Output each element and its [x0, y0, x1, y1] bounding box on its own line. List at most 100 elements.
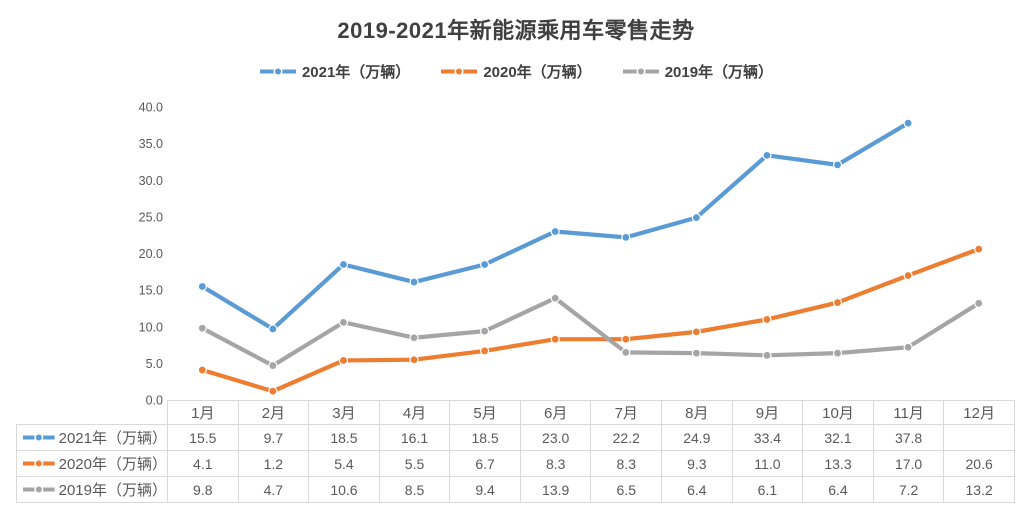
series-marker-2019年（万辆）: [832, 348, 843, 358]
value-cell: 13.2: [943, 476, 1015, 503]
row-header-label: 2020年（万辆）: [58, 456, 167, 473]
series-marker-2021年（万辆）: [268, 324, 278, 334]
legend-key-icon: [22, 485, 55, 494]
value-cell: 37.8: [872, 424, 945, 451]
value-cell: [943, 424, 1015, 451]
legend-item-2021年（万辆）: 2021年（万辆）: [259, 61, 410, 82]
value-cell: 33.4: [731, 424, 804, 451]
value-cell: 8.3: [519, 450, 592, 477]
value-cell: 9.7: [237, 424, 310, 451]
value-cell: 11.0: [731, 450, 804, 477]
series-marker-2019年（万辆）: [268, 360, 278, 371]
series-marker-2021年（万辆）: [832, 160, 843, 170]
series-marker-2021年（万辆）: [621, 232, 631, 242]
series-marker-2020年（万辆）: [480, 346, 490, 356]
month-header-cell: 4月: [378, 400, 451, 425]
value-cell: 5.5: [378, 450, 451, 477]
value-cell: 1.2: [237, 450, 310, 477]
y-axis-tick-label: 5.0: [146, 357, 163, 371]
row-header-cell: 2019年（万辆）: [16, 476, 168, 503]
value-cell: 6.1: [731, 476, 804, 503]
legend-key-icon: [259, 66, 296, 77]
series-line-2021年（万辆）: [200, 121, 911, 332]
value-cell: 6.4: [802, 476, 874, 503]
month-header-cell: 2月: [237, 400, 310, 425]
value-cell: 6.7: [449, 450, 521, 477]
value-cell: 4.7: [237, 476, 310, 503]
month-header-cell: 10月: [802, 400, 874, 425]
month-header-cell: 8月: [661, 400, 733, 425]
series-marker-2020年（万辆）: [974, 244, 984, 254]
series-marker-2020年（万辆）: [197, 365, 207, 375]
legend-item-2020年（万辆）: 2020年（万辆）: [440, 61, 592, 82]
table-row: 2019年（万辆） 9.8 4.7 10.6 8.5 9.4 13.9 6.5 6.4 6.1 6.…: [16, 476, 1015, 503]
series-marker-2021年（万辆）: [691, 213, 701, 223]
y-axis-tick-label: 20.0: [139, 247, 163, 261]
series-marker-2021年（万辆）: [903, 118, 913, 128]
legend-key-icon: [441, 66, 478, 77]
value-cell: 18.5: [308, 424, 380, 451]
value-cell: 18.5: [449, 424, 521, 451]
value-cell: 10.6: [308, 476, 380, 503]
series-marker-2019年（万辆）: [691, 348, 701, 358]
y-axis-tick-label: 35.0: [139, 137, 163, 151]
row-header-cell: 2020年（万辆）: [16, 450, 168, 477]
table-row: 2021年（万辆） 15.5 9.7 18.5 16.1 18.5 23.0 22.2 24.9…: [16, 424, 1015, 451]
y-axis-tick-label: 15.0: [139, 284, 163, 298]
series-marker-2020年（万辆）: [268, 386, 278, 396]
series-marker-2020年（万辆）: [691, 327, 701, 337]
value-cell: 15.5: [167, 424, 239, 451]
legend-label: 2019年（万辆）: [664, 64, 774, 81]
series-marker-2021年（万辆）: [409, 277, 419, 287]
value-cell: 6.5: [590, 476, 663, 503]
series-line-2019年（万辆）: [200, 296, 981, 368]
table-corner-cell: [17, 401, 168, 425]
month-header-cell: 1月: [167, 400, 239, 425]
month-header-cell: 6月: [519, 400, 592, 425]
value-cell: 9.4: [449, 476, 521, 503]
row-header-label: 2019年（万辆）: [58, 482, 167, 499]
series-marker-2020年（万辆）: [550, 334, 560, 344]
value-cell: 8.3: [590, 450, 663, 477]
value-cell: 16.1: [378, 424, 451, 451]
value-cell: 8.5: [378, 476, 451, 503]
series-marker-2021年（万辆）: [550, 226, 560, 237]
series-marker-2019年（万辆）: [409, 333, 419, 343]
legend-key-icon: [622, 66, 659, 77]
legend-item-2019年（万辆）: 2019年（万辆）: [622, 61, 773, 82]
legend-key-icon: [22, 433, 55, 442]
series-marker-2019年（万辆）: [762, 350, 772, 360]
series-marker-2021年（万辆）: [480, 259, 490, 270]
y-axis-tick-label: 10.0: [139, 320, 163, 334]
value-cell: 9.3: [661, 450, 733, 477]
y-axis-tick-label: 25.0: [139, 210, 163, 224]
series-line-2020年（万辆）: [200, 247, 981, 394]
y-axis-tick-label: 30.0: [139, 174, 163, 188]
value-cell: 7.2: [872, 476, 945, 503]
table-row: 2020年（万辆） 4.1 1.2 5.4 5.5 6.7 8.3 8.3 9.3 11.0 13.…: [16, 450, 1015, 477]
series-marker-2020年（万辆）: [832, 297, 843, 308]
series-marker-2019年（万辆）: [197, 323, 207, 333]
value-cell: 13.3: [802, 450, 874, 477]
value-cell: 23.0: [519, 424, 592, 451]
series-marker-2021年（万辆）: [197, 281, 207, 292]
series-marker-2020年（万辆）: [762, 314, 772, 325]
value-cell: 17.0: [872, 450, 945, 477]
series-marker-2021年（万辆）: [762, 150, 772, 160]
series-marker-2020年（万辆）: [621, 334, 631, 344]
legend-label: 2021年（万辆）: [301, 64, 411, 81]
series-marker-2019年（万辆）: [974, 298, 984, 308]
month-header-cell: 7月: [590, 400, 663, 425]
value-cell: 5.4: [308, 450, 380, 477]
series-marker-2021年（万辆）: [338, 259, 349, 270]
row-header-label: 2021年（万辆）: [58, 430, 167, 447]
series-marker-2020年（万辆）: [338, 355, 349, 366]
month-header-cell: 12月: [943, 400, 1015, 425]
series-marker-2019年（万辆）: [621, 347, 631, 357]
series-marker-2019年（万辆）: [903, 342, 913, 352]
series-marker-2020年（万辆）: [903, 270, 913, 281]
data-table: 1月 2月 3月 4月 5月 6月 7月 8月 9月 10月 11月 12月 2021年（万辆） 15.5…: [16, 400, 1015, 503]
value-cell: 32.1: [802, 424, 874, 451]
series-marker-2019年（万辆）: [550, 293, 560, 303]
